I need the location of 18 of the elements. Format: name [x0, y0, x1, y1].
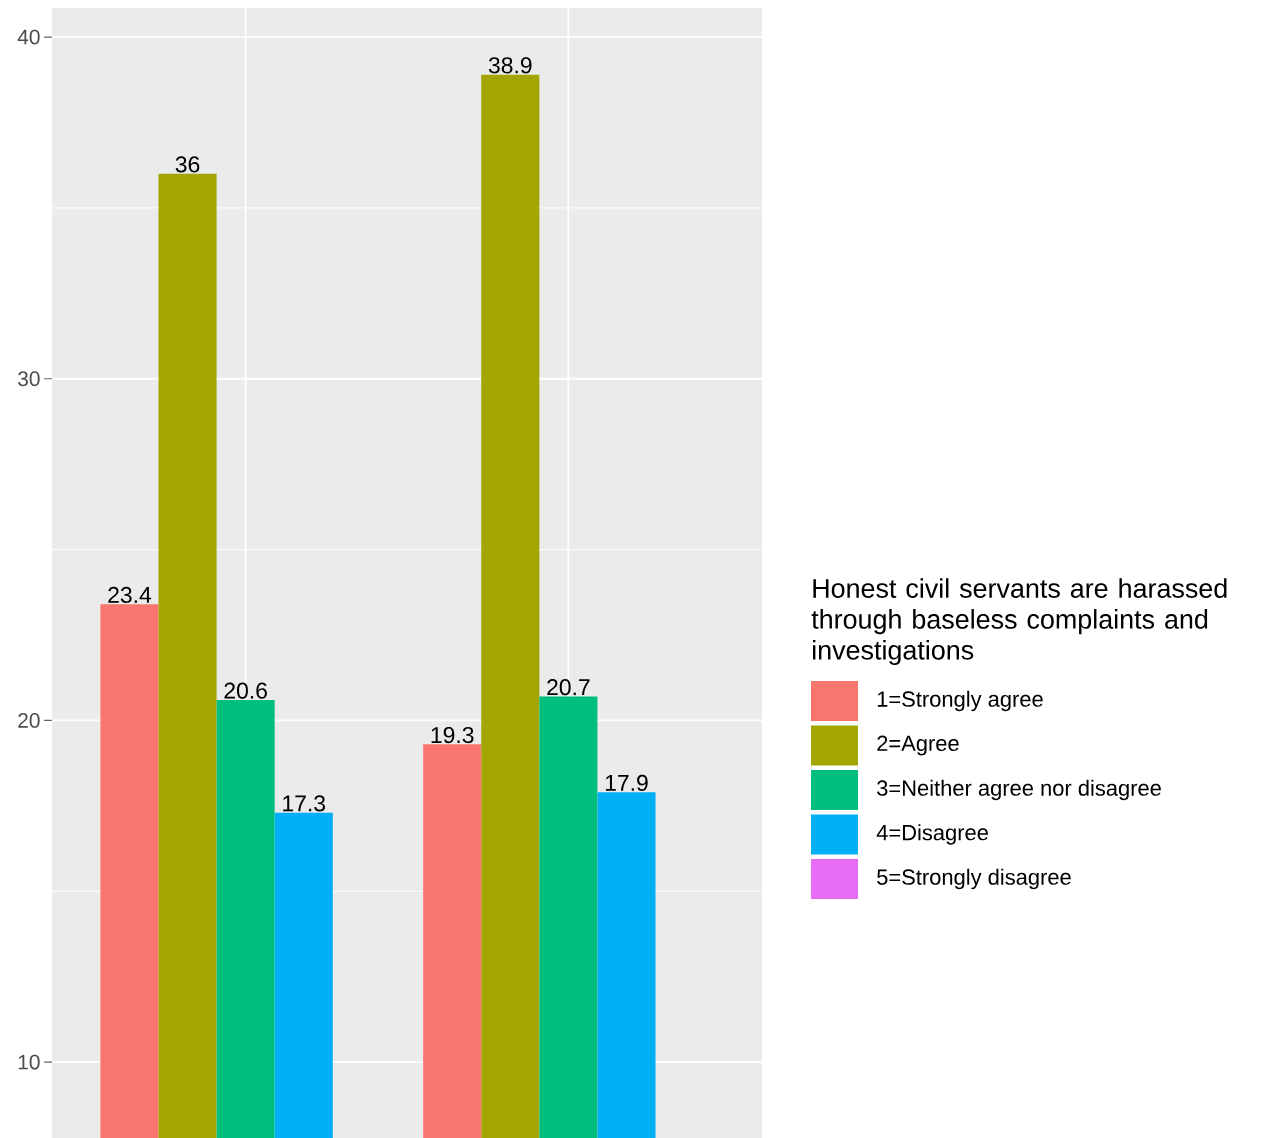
y-tick-label: 30: [18, 371, 40, 387]
data-label: 17.9: [605, 774, 648, 791]
data-label: 38.9: [488, 57, 532, 74]
legend-label: 5=Strongly disagree: [877, 868, 1071, 890]
data-label: 17.3: [283, 795, 326, 812]
data-label: 20.7: [547, 679, 590, 696]
legend-label: 3=Neither agree nor disagree: [877, 779, 1161, 801]
data-label: 23.4: [108, 586, 152, 604]
y-tick-label: 10: [18, 1054, 40, 1070]
y-tick-label: 40: [17, 29, 40, 45]
data-label: 19.3: [431, 726, 474, 744]
legend-label: 1=Strongly agree: [877, 690, 1043, 712]
y-tick-label: 20: [18, 713, 40, 728]
legend-label: 2=Agree: [877, 735, 959, 756]
legend-title: Honest civil servants are harassed through baseless complaints and investigations: [811, 578, 1227, 666]
legend-label: 4=Disagree: [876, 824, 988, 845]
data-label: 36: [175, 156, 200, 173]
data-label: 20.6: [224, 682, 267, 699]
